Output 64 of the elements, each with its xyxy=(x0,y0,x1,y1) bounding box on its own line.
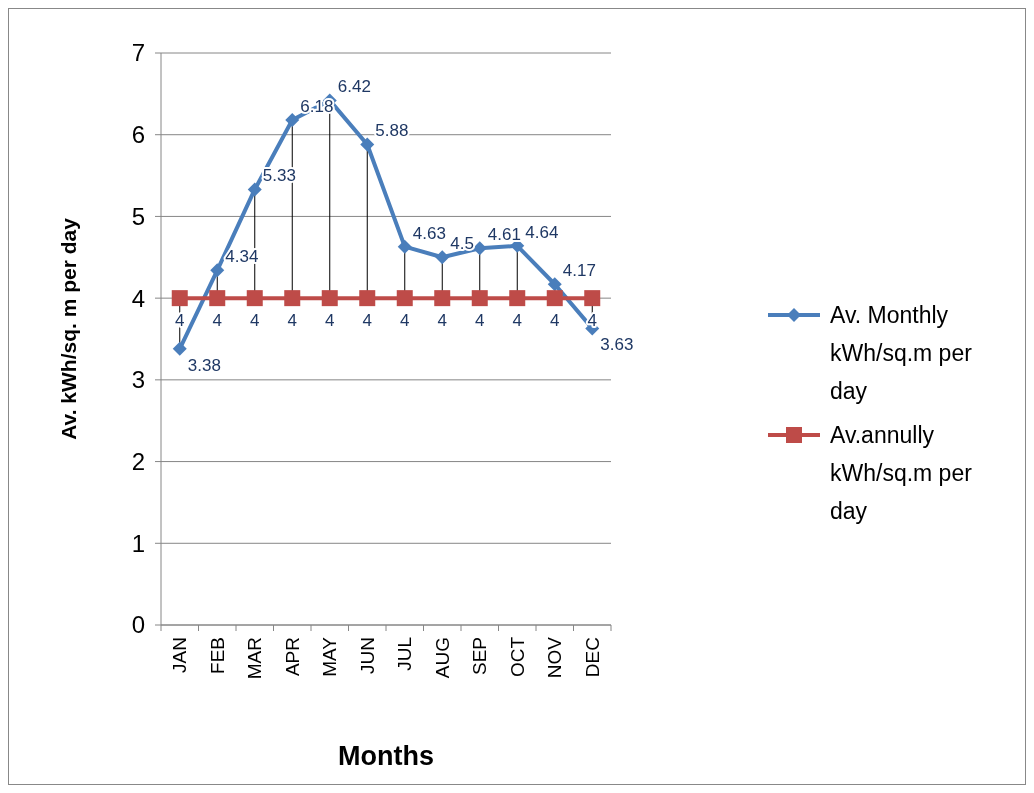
data-label: 4 xyxy=(512,311,522,331)
data-label: 4.61 xyxy=(487,225,521,245)
data-label: 4 xyxy=(325,311,335,331)
x-tick-label: NOV xyxy=(544,636,566,679)
point xyxy=(584,290,601,307)
point xyxy=(209,290,226,307)
point xyxy=(321,290,338,307)
data-label: 4 xyxy=(550,311,560,331)
x-tick-label: AUG xyxy=(431,637,453,679)
legend-label: Av.annully kWh/sq.m per day xyxy=(830,422,973,524)
legend-label: Av. Monthly kWh/sq.m per day xyxy=(830,302,973,404)
point xyxy=(172,341,187,356)
x-tick-label: APR xyxy=(281,637,303,677)
point xyxy=(396,290,413,307)
y-tick-label: 5 xyxy=(131,202,145,230)
y-tick-label: 2 xyxy=(131,447,145,475)
data-label: 4 xyxy=(475,311,485,331)
data-label: 4 xyxy=(250,311,260,331)
point xyxy=(359,290,376,307)
point xyxy=(210,263,225,278)
data-label: 3.63 xyxy=(600,335,634,355)
point xyxy=(546,290,563,307)
point xyxy=(397,239,412,254)
y-tick-label: 6 xyxy=(131,121,145,149)
point xyxy=(246,290,263,307)
data-label: 4 xyxy=(362,311,372,331)
x-tick-label: FEB xyxy=(206,637,228,674)
data-label: 6.42 xyxy=(337,77,371,97)
x-tick-label: MAY xyxy=(319,636,341,677)
x-tick-label: JUL xyxy=(394,637,416,671)
point xyxy=(247,182,262,197)
point xyxy=(472,241,487,256)
data-label: 4 xyxy=(287,311,297,331)
point xyxy=(171,290,188,307)
data-label: 4.17 xyxy=(562,261,596,281)
data-label: 4 xyxy=(212,311,222,331)
point xyxy=(435,250,450,265)
y-tick-label: 3 xyxy=(131,366,145,394)
data-label: 5.88 xyxy=(375,121,409,141)
x-tick-label: SEP xyxy=(469,637,491,676)
x-tick-label: OCT xyxy=(506,636,528,678)
point xyxy=(284,290,301,307)
point xyxy=(360,137,375,152)
x-axis-title: Months xyxy=(338,741,434,771)
y-tick-label: 0 xyxy=(131,611,145,639)
x-tick-label: MAR xyxy=(244,637,266,680)
point xyxy=(509,290,526,307)
y-tick-label: 4 xyxy=(131,284,145,312)
data-label: 4.64 xyxy=(525,222,559,242)
y-axis-title: Av. kWh/sq. m per day xyxy=(57,217,80,440)
data-label: 4.63 xyxy=(412,223,446,243)
point xyxy=(471,290,488,307)
point xyxy=(434,290,451,307)
x-tick-label: DEC xyxy=(581,637,603,678)
x-tick-label: JUN xyxy=(356,637,378,674)
y-tick-label: 7 xyxy=(131,39,145,67)
x-tick-label: JAN xyxy=(169,637,191,673)
data-label: 4 xyxy=(400,311,410,331)
y-tick-label: 1 xyxy=(131,529,145,557)
data-label: 4.5 xyxy=(450,234,474,254)
point xyxy=(285,113,300,128)
data-label: 4 xyxy=(437,311,447,331)
data-label: 3.38 xyxy=(187,355,221,375)
point xyxy=(547,277,562,292)
